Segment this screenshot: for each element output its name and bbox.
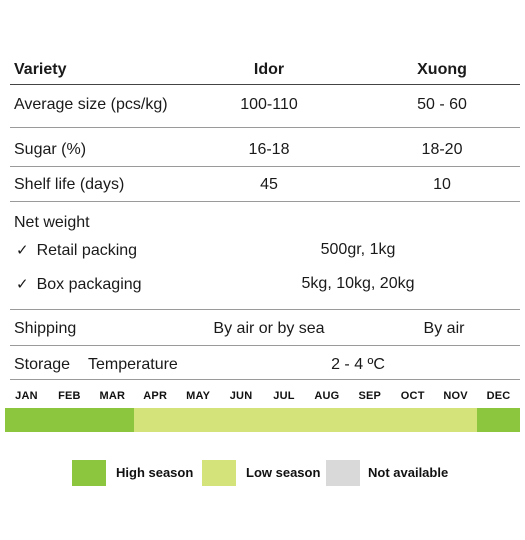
row-label-shelf-life: Shelf life (days) xyxy=(14,176,125,193)
season-cell-mar xyxy=(90,408,134,432)
storage-sub-label: Temperature xyxy=(88,356,178,373)
net-weight-item-retail: ✓ Retail packing xyxy=(16,241,137,260)
month-label-apr: APR xyxy=(143,390,168,402)
month-label-oct: OCT xyxy=(400,390,425,402)
legend-label-low: Low season xyxy=(246,465,321,480)
divider xyxy=(10,84,520,85)
check-icon: ✓ xyxy=(16,242,29,259)
row-label-average-size: Average size (pcs/kg) xyxy=(14,96,168,113)
shipping-label: Shipping xyxy=(14,320,77,337)
net-weight-item-value: 5kg, 10kg, 20kg xyxy=(301,275,415,292)
season-cell-feb xyxy=(47,408,91,432)
row-value-xuong: 18-20 xyxy=(421,141,463,158)
divider xyxy=(10,201,520,202)
legend-swatch-not-available xyxy=(326,460,360,486)
net-weight-item-label: Retail packing xyxy=(36,242,138,259)
divider xyxy=(10,127,520,128)
month-label-jan: JAN xyxy=(15,390,38,402)
net-weight-item-value: 500gr, 1kg xyxy=(320,241,396,258)
header-xuong: Xuong xyxy=(417,61,467,78)
header-idor: Idor xyxy=(253,61,285,78)
divider xyxy=(10,166,520,167)
season-cell-apr xyxy=(133,408,177,432)
season-cell-nov xyxy=(434,408,477,432)
month-label-feb: FEB xyxy=(58,390,81,402)
season-cell-jul xyxy=(262,408,306,432)
season-cell-oct xyxy=(391,408,435,432)
month-label-may: MAY xyxy=(186,390,211,402)
net-weight-item-box: ✓ Box packaging xyxy=(16,275,142,294)
legend-swatch-low xyxy=(202,460,236,486)
month-label-jun: JUN xyxy=(229,390,253,402)
storage-value: 2 - 4 ºC xyxy=(331,356,385,373)
row-value-idor: 16-18 xyxy=(248,141,290,158)
season-cell-jan xyxy=(5,408,48,432)
row-value-xuong: 10 xyxy=(433,176,451,193)
divider xyxy=(10,345,520,346)
row-label-sugar: Sugar (%) xyxy=(14,141,87,158)
legend-label-high: High season xyxy=(116,465,194,480)
net-weight-item-label: Box packaging xyxy=(36,276,142,293)
shipping-value-idor: By air or by sea xyxy=(213,320,325,337)
month-label-aug: AUG xyxy=(314,390,340,402)
row-value-xuong: 50 - 60 xyxy=(417,96,467,113)
row-value-idor: 100-110 xyxy=(240,96,298,113)
row-value-idor: 45 xyxy=(260,176,278,193)
legend-label-not-available: Not available xyxy=(368,465,449,480)
season-bar xyxy=(5,408,520,432)
season-cell-dec xyxy=(476,408,520,432)
storage-label: Storage xyxy=(14,356,71,373)
season-cell-may xyxy=(176,408,220,432)
season-cell-sep xyxy=(348,408,392,432)
month-label-jul: JUL xyxy=(273,390,295,402)
month-label-dec: DEC xyxy=(486,390,511,402)
shipping-value-xuong: By air xyxy=(423,320,465,337)
net-weight-label: Net weight xyxy=(14,214,90,231)
month-label-sep: SEP xyxy=(358,390,382,402)
legend-swatch-high xyxy=(72,460,106,486)
check-icon: ✓ xyxy=(16,276,29,293)
season-cell-aug xyxy=(305,408,349,432)
legend: High season Low season Not available xyxy=(0,460,525,486)
season-cell-jun xyxy=(219,408,263,432)
month-label-mar: MAR xyxy=(99,390,126,402)
header-variety: Variety xyxy=(14,61,67,78)
divider xyxy=(10,379,520,380)
month-labels: JAN FEB MAR APR MAY JUN JUL AUG SEP OCT NOV DEC xyxy=(5,390,520,406)
month-label-nov: NOV xyxy=(443,390,468,402)
divider xyxy=(10,309,520,310)
